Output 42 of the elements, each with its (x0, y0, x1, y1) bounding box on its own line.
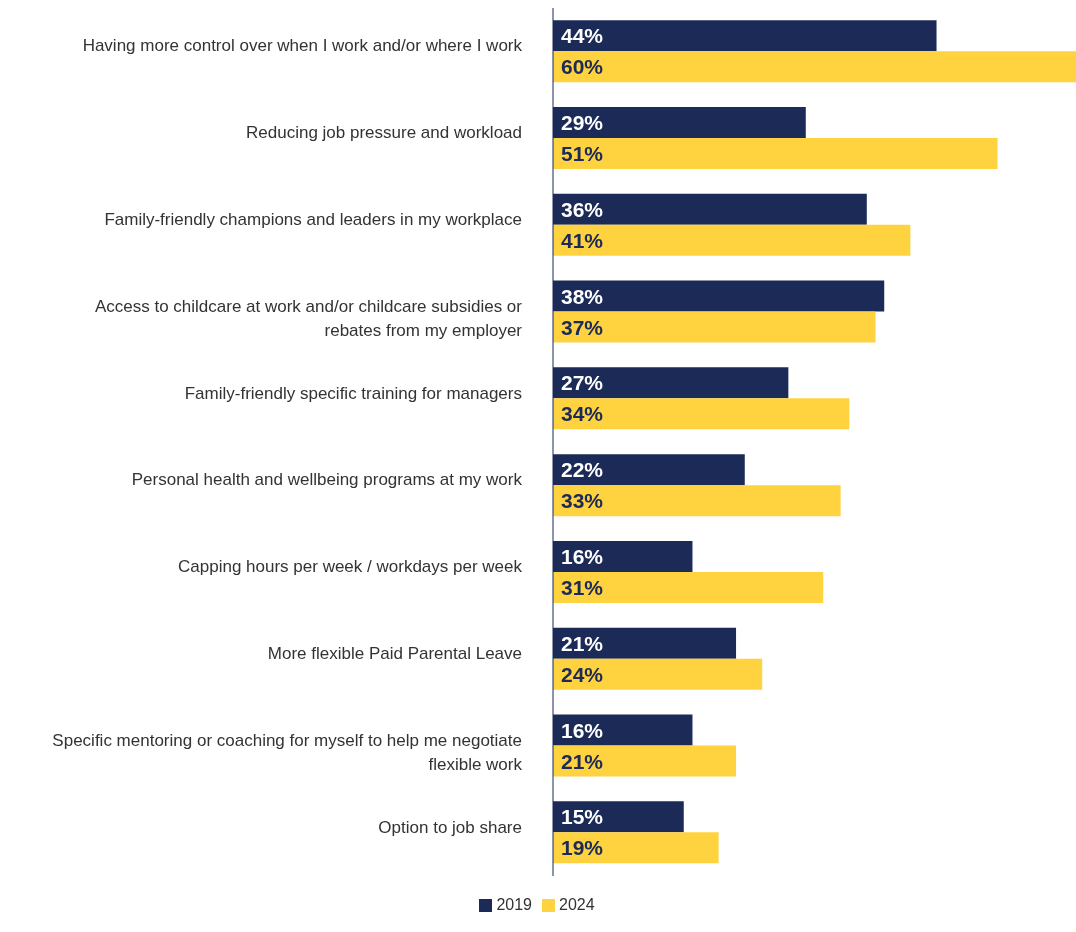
y-tick-label: Option to job share (378, 817, 522, 837)
bar (553, 398, 850, 430)
data-label: 34% (561, 402, 604, 426)
data-label: 60% (561, 55, 604, 79)
bar (553, 832, 719, 864)
data-label: 21% (561, 749, 604, 773)
data-label: 19% (561, 836, 604, 860)
data-label: 15% (561, 805, 604, 829)
data-label: 21% (561, 631, 604, 655)
legend-label: 2024 (559, 896, 595, 913)
bar (553, 137, 998, 169)
bar (553, 571, 824, 603)
data-label: 37% (561, 315, 604, 339)
data-label: 16% (561, 718, 604, 742)
data-label: 27% (561, 371, 604, 395)
data-label: 51% (561, 141, 604, 165)
y-tick-label: Access to childcare at work and/or childcare subsidies or rebates from my employer (94, 296, 523, 340)
y-tick-label: Specific mentoring or coaching for myself to help me negotiate flexible work (52, 730, 523, 774)
bar (553, 311, 876, 343)
data-label: 33% (561, 489, 604, 513)
y-tick-label: Capping hours per week / workdays per week (178, 557, 523, 577)
y-tick-label: Reducing job pressure and workload (246, 123, 522, 143)
legend-label: 2019 (496, 896, 532, 913)
y-tick-label: Having more control over when I work and/or where I work (82, 36, 523, 56)
y-tick-label: Personal health and wellbeing programs at my work (131, 470, 523, 490)
data-label: 29% (561, 110, 604, 134)
y-tick-label: Family-friendly specific training for managers (184, 383, 522, 403)
bar (553, 51, 1076, 83)
bar (553, 224, 911, 256)
data-label: 24% (561, 662, 604, 686)
bar (553, 745, 737, 777)
data-label: 22% (561, 458, 604, 482)
data-label: 31% (561, 575, 604, 599)
y-tick-label: More flexible Paid Parental Leave (267, 644, 522, 663)
data-label: 38% (561, 284, 604, 308)
data-label: 36% (561, 197, 604, 221)
bar (553, 485, 841, 517)
data-label: 41% (561, 228, 604, 252)
data-label: 44% (561, 24, 604, 48)
y-tick-label: Family-friendly champions and leaders in my workplace (104, 210, 522, 229)
bar (553, 658, 763, 690)
data-label: 16% (561, 544, 604, 568)
